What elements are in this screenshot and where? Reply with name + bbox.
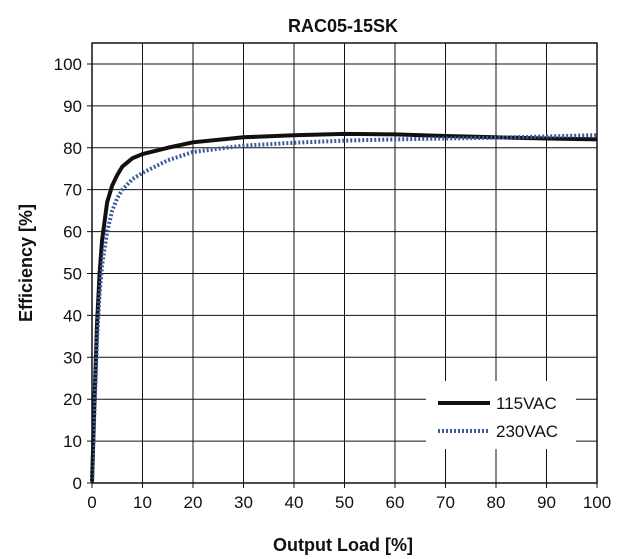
y-tick-label: 80 [63,139,82,158]
x-tick-label: 0 [87,493,96,512]
x-tick-label: 40 [285,493,304,512]
x-tick-label: 20 [184,493,203,512]
legend-label-230vac: 230VAC [496,422,558,441]
series-line-115vac [90,131,598,484]
legend: 115VAC 230VAC [426,381,576,449]
x-tick-label: 10 [133,493,152,512]
x-tick-label: 90 [537,493,556,512]
plot-frame [91,42,598,484]
chart-title: RAC05-15SK [288,16,398,36]
y-tick-label: 90 [63,97,82,116]
y-tick-label: 60 [63,223,82,242]
y-tick-label: 50 [63,264,82,283]
x-tick-label: 30 [234,493,253,512]
y-tick-label: 10 [63,432,82,451]
y-tick-label: 0 [73,474,82,493]
y-tick-label: 30 [63,348,82,367]
x-tick-label: 80 [487,493,506,512]
y-tick-label: 40 [63,306,82,325]
y-tick-label: 20 [63,390,82,409]
y-tick-label: 100 [54,55,82,74]
y-axis-title: Efficiency [%] [16,204,36,322]
series-layer [90,131,598,484]
x-axis-title: Output Load [%] [273,535,413,555]
legend-label-115vac: 115VAC [496,394,557,413]
x-tick-label: 60 [386,493,405,512]
x-tick-label: 100 [583,493,611,512]
tick-labels: 0 10 20 30 40 50 60 70 80 90 100 0 10 20 30 40 50 60 70 80 9… [54,55,612,512]
x-tick-label: 70 [436,493,455,512]
y-tick-label: 70 [63,181,82,200]
legend-box [426,381,576,449]
x-tick-label: 50 [335,493,354,512]
